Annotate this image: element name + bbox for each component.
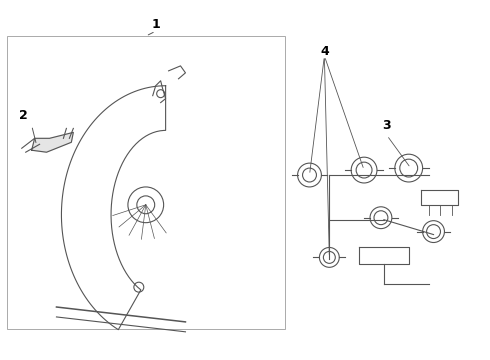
Polygon shape — [32, 132, 74, 152]
Text: 3: 3 — [383, 119, 391, 132]
Text: 2: 2 — [19, 109, 28, 122]
Text: 1: 1 — [151, 18, 160, 31]
Text: 4: 4 — [320, 45, 329, 58]
